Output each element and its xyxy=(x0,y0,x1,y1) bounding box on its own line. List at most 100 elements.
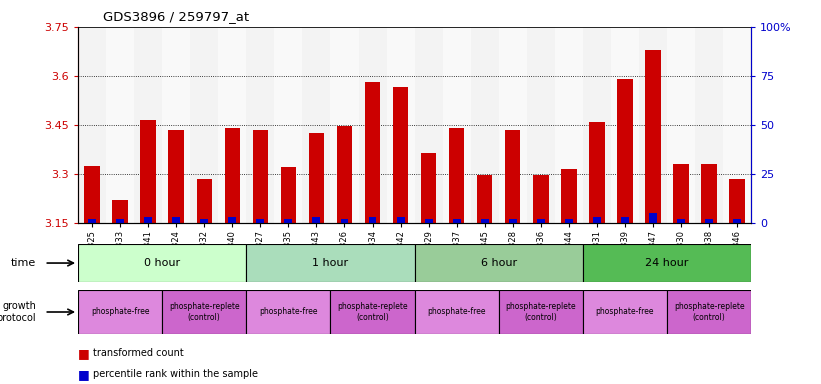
Bar xyxy=(116,219,124,223)
Bar xyxy=(583,27,611,223)
Text: time: time xyxy=(11,258,36,268)
Bar xyxy=(677,219,685,223)
Bar xyxy=(369,217,377,223)
Text: percentile rank within the sample: percentile rank within the sample xyxy=(93,369,258,379)
Bar xyxy=(723,27,751,223)
Bar xyxy=(246,27,274,223)
Bar xyxy=(365,83,380,223)
Bar xyxy=(449,128,465,223)
Bar xyxy=(309,133,324,223)
Text: phosphate-free: phosphate-free xyxy=(91,308,149,316)
Bar xyxy=(78,27,106,223)
Bar xyxy=(200,219,209,223)
Bar xyxy=(611,27,639,223)
Bar xyxy=(196,179,212,223)
Bar xyxy=(645,50,661,223)
Bar xyxy=(733,219,741,223)
Bar xyxy=(330,290,415,334)
Bar xyxy=(639,27,667,223)
Bar xyxy=(228,217,236,223)
Bar xyxy=(359,27,387,223)
Text: 24 hour: 24 hour xyxy=(645,258,689,268)
Bar xyxy=(621,217,629,223)
Bar xyxy=(705,219,713,223)
Bar xyxy=(246,244,415,282)
Bar xyxy=(555,27,583,223)
Bar xyxy=(78,244,246,282)
Bar xyxy=(140,120,156,223)
Bar xyxy=(452,219,461,223)
Text: phosphate-replete
(control): phosphate-replete (control) xyxy=(674,302,745,322)
Bar xyxy=(415,27,443,223)
Bar xyxy=(499,290,583,334)
Bar xyxy=(387,27,415,223)
Bar xyxy=(421,152,436,223)
Bar xyxy=(253,130,268,223)
Text: phosphate-free: phosphate-free xyxy=(259,308,318,316)
Bar xyxy=(730,179,745,223)
Text: 0 hour: 0 hour xyxy=(144,258,181,268)
Bar xyxy=(667,290,751,334)
Bar xyxy=(589,121,604,223)
Text: 6 hour: 6 hour xyxy=(480,258,517,268)
Bar xyxy=(509,219,516,223)
Bar xyxy=(106,27,134,223)
Bar xyxy=(246,290,330,334)
Bar xyxy=(225,128,240,223)
Bar xyxy=(505,130,521,223)
Bar xyxy=(331,27,359,223)
Text: phosphate-free: phosphate-free xyxy=(596,308,654,316)
Bar xyxy=(397,217,405,223)
Text: phosphate-replete
(control): phosphate-replete (control) xyxy=(506,302,576,322)
Bar xyxy=(470,27,499,223)
Bar xyxy=(281,167,296,223)
Text: growth
protocol: growth protocol xyxy=(0,301,36,323)
Bar xyxy=(701,164,717,223)
Bar xyxy=(190,27,218,223)
Bar xyxy=(112,200,128,223)
Bar xyxy=(593,217,601,223)
Text: ■: ■ xyxy=(78,368,94,381)
Bar xyxy=(562,169,576,223)
Bar xyxy=(533,175,548,223)
Text: GDS3896 / 259797_at: GDS3896 / 259797_at xyxy=(103,10,249,23)
Bar xyxy=(144,217,152,223)
Bar xyxy=(443,27,470,223)
Bar xyxy=(667,27,695,223)
Bar xyxy=(163,290,246,334)
Bar xyxy=(537,219,545,223)
Text: phosphate-replete
(control): phosphate-replete (control) xyxy=(337,302,408,322)
Bar xyxy=(583,244,751,282)
Text: ■: ■ xyxy=(78,347,94,360)
Bar xyxy=(274,27,302,223)
Bar xyxy=(415,290,499,334)
Bar xyxy=(415,244,583,282)
Text: phosphate-replete
(control): phosphate-replete (control) xyxy=(169,302,240,322)
Bar xyxy=(168,130,184,223)
Text: 1 hour: 1 hour xyxy=(312,258,349,268)
Bar xyxy=(313,217,320,223)
Bar xyxy=(617,79,633,223)
Bar xyxy=(218,27,246,223)
Bar xyxy=(393,87,408,223)
Bar xyxy=(88,219,96,223)
Text: phosphate-free: phosphate-free xyxy=(428,308,486,316)
Bar xyxy=(499,27,527,223)
Bar xyxy=(302,27,331,223)
Bar xyxy=(527,27,555,223)
Bar xyxy=(583,290,667,334)
Bar xyxy=(78,290,163,334)
Bar xyxy=(673,164,689,223)
Bar xyxy=(284,219,292,223)
Bar xyxy=(341,219,348,223)
Bar xyxy=(337,126,352,223)
Bar xyxy=(172,217,180,223)
Bar xyxy=(256,219,264,223)
Bar xyxy=(163,27,190,223)
Bar xyxy=(649,213,657,223)
Bar xyxy=(134,27,163,223)
Bar xyxy=(424,219,433,223)
Bar xyxy=(695,27,723,223)
Bar xyxy=(85,166,99,223)
Bar xyxy=(481,219,488,223)
